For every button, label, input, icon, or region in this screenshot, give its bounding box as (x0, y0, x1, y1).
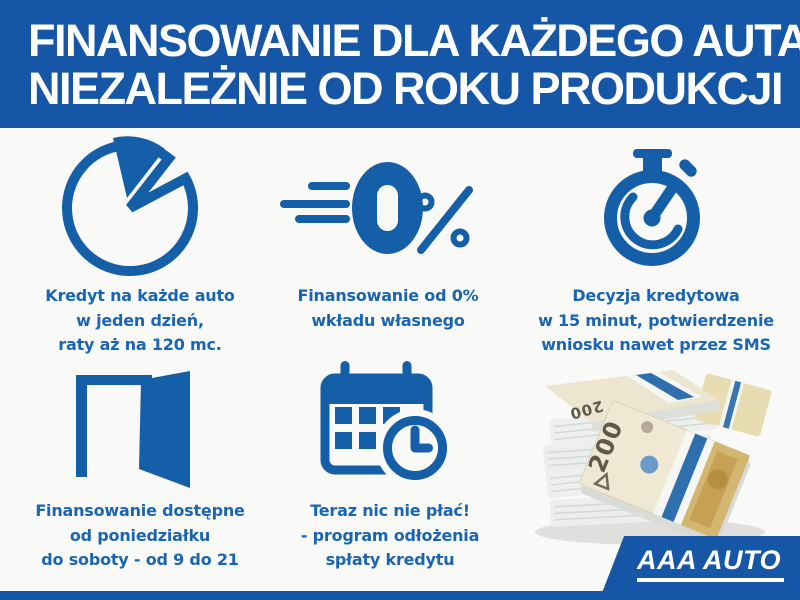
open-door-icon (76, 371, 190, 488)
speed-lines (280, 182, 350, 223)
caption-line: - program odłożenia (300, 525, 480, 545)
header-title-line1: FINANSOWANIE DLA KAŻDEGO AUTA (28, 15, 800, 66)
caption-zero-percent: Finansowanie od 0% wkładu własnego (256, 284, 520, 333)
caption-availability: Finansowanie dostępne od poniedziałku do… (8, 499, 272, 573)
caption-line: Kredyt na każde auto (45, 286, 235, 305)
caption-line: od poniedziałku (69, 525, 211, 545)
logo-underline (637, 578, 784, 582)
zero-percent-icon (280, 162, 473, 254)
stopwatch-icon (604, 149, 700, 266)
caption-credit-decision: Decyzja kredytowa w 15 minut, potwierdze… (520, 284, 792, 358)
caption-credit-every-car: Kredyt na każde auto w jeden dzień, raty… (8, 284, 272, 358)
caption-line: do soboty - od 9 do 21 (41, 550, 239, 569)
caption-line: raty aż na 120 mc. (58, 335, 222, 354)
header-banner: FINANSOWANIE DLA KAŻDEGO AUTA NIEZALEŻNI… (0, 0, 800, 128)
bottom-blue-strip (0, 591, 800, 600)
logo-text: AAA AUTO (637, 545, 781, 575)
aaa-auto-logo: AAA AUTO (599, 536, 800, 600)
header-title-line2: NIEZALEŻNIE OD ROKU PRODUKCJI (28, 63, 784, 114)
caption-line: Finansowanie dostępne (35, 501, 245, 520)
caption-pay-later: Teraz nic nie płać! - program odłożenia … (258, 499, 522, 573)
calendar-clock-icon (320, 361, 454, 487)
caption-line: Finansowanie od 0% (297, 286, 479, 305)
caption-line: Teraz nic nie płać! (310, 501, 470, 520)
caption-line: spłaty kredytu (325, 550, 455, 569)
caption-line: w 15 minut, potwierdzenie (538, 310, 774, 330)
caption-line: Decyzja kredytowa (572, 286, 740, 305)
caption-line: wkładu własnego (311, 310, 465, 330)
pie-chart-icon (62, 136, 198, 277)
caption-line: wniosku nawet przez SMS (541, 335, 771, 354)
caption-line: w jeden dzień, (76, 310, 204, 330)
money-stacks-image: 200 200 (535, 370, 772, 547)
